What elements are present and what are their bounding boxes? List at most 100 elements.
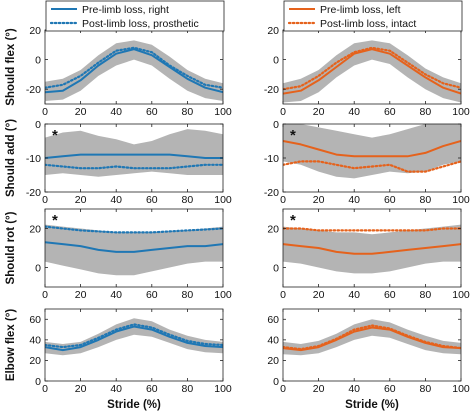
x-tick-label: 0 <box>42 289 48 301</box>
y-tick-label: -20 <box>26 187 41 199</box>
x-tick-label: 20 <box>75 194 87 206</box>
plot-area <box>45 40 223 101</box>
y-tick-label: 60 <box>29 314 41 326</box>
x-tick-label: 20 <box>75 289 87 301</box>
y-tick-label: -20 <box>264 187 279 199</box>
x-tick-label: 60 <box>384 289 396 301</box>
x-tick-label: 60 <box>146 194 158 206</box>
x-tick-label: 60 <box>146 383 158 395</box>
series-line-dotted <box>45 46 223 89</box>
series-line-solid <box>283 243 461 255</box>
y-tick-label: 20 <box>267 25 279 37</box>
series-line-solid <box>283 48 461 95</box>
variability-band <box>283 319 461 356</box>
x-tick-label: 20 <box>75 383 87 395</box>
y-tick-label: 0 <box>35 119 41 131</box>
y-tick-label: 20 <box>267 223 279 235</box>
x-tick-label: 80 <box>182 106 194 118</box>
panel-left-2: 0 20 40 60 80 100 -20 -10 0 * Should add (°) <box>5 119 232 206</box>
x-tick-label: 100 <box>214 194 232 206</box>
axes-box <box>44 308 224 382</box>
x-tick-label: 80 <box>182 194 194 206</box>
significance-asterisk: * <box>52 127 58 144</box>
x-tick-label: 100 <box>214 289 232 301</box>
x-tick-label: 100 <box>214 106 232 118</box>
variability-band <box>283 224 461 274</box>
series-line-solid <box>45 153 223 159</box>
x-tick-label: 0 <box>42 383 48 395</box>
series-line-solid <box>45 48 223 94</box>
axes-box <box>282 208 462 288</box>
y-tick-label: 20 <box>29 223 41 235</box>
x-tick-label: 80 <box>420 383 432 395</box>
x-tick-label: 80 <box>182 289 194 301</box>
panel-right-3: 0 20 40 60 80 100 0 20 * <box>267 208 470 301</box>
significance-asterisk: * <box>290 127 296 144</box>
panel-right-2: 0 20 40 60 80 100 -20 -10 0 * <box>264 119 470 206</box>
legend-right: Pre-limb loss, left Post-limb loss, intac… <box>283 0 463 32</box>
x-tick-label: 20 <box>75 106 87 118</box>
y-axis-label: Elbow flex (°) <box>5 309 17 381</box>
variability-band <box>45 318 223 356</box>
x-tick-label: 60 <box>384 106 396 118</box>
x-axis-label: Stride (%) <box>345 399 399 411</box>
y-tick-label: -20 <box>264 84 279 96</box>
x-axis-label: Stride (%) <box>107 399 161 411</box>
x-tick-label: 100 <box>214 383 232 395</box>
series-line-solid <box>283 140 461 158</box>
plot-area <box>283 40 461 103</box>
variability-band <box>283 40 461 103</box>
y-tick-label: -20 <box>26 84 41 96</box>
x-tick-label: 80 <box>182 383 194 395</box>
variability-band <box>45 40 223 101</box>
x-tick-label: 60 <box>384 194 396 206</box>
variability-band <box>45 129 223 177</box>
series-line-dotted <box>283 227 461 232</box>
x-tick-label: 0 <box>280 106 286 118</box>
x-tick-label: 0 <box>42 194 48 206</box>
legend-label: Post-limb loss, prosthetic <box>82 18 199 30</box>
y-axis-label: Should rot (°) <box>5 211 17 284</box>
series-line-dotted <box>283 46 461 91</box>
significance-asterisk: * <box>52 212 58 229</box>
legend-box <box>283 0 463 32</box>
x-tick-label: 60 <box>384 383 396 395</box>
panel-right-4: 0 20 40 60 80 100 0 20 40 60 Stride (%) <box>267 308 470 411</box>
y-tick-label: 60 <box>267 314 279 326</box>
x-tick-label: 100 <box>452 106 470 118</box>
x-tick-label: 80 <box>420 194 432 206</box>
y-tick-label: 0 <box>35 262 41 274</box>
y-tick-label: 20 <box>267 355 279 367</box>
panel-left-4: 0 20 40 60 80 100 0 20 40 60 Elbow flex (°) Stride … <box>5 308 232 411</box>
y-tick-label: 0 <box>35 54 41 66</box>
x-tick-label: 80 <box>420 106 432 118</box>
x-tick-label: 40 <box>110 289 122 301</box>
y-tick-label: 20 <box>29 355 41 367</box>
plot-area <box>45 318 223 356</box>
x-tick-label: 40 <box>110 194 122 206</box>
y-axis-label: Should flex (°) <box>5 28 17 106</box>
y-tick-label: 0 <box>273 54 279 66</box>
x-tick-label: 100 <box>452 194 470 206</box>
plot-area <box>45 224 223 276</box>
x-tick-label: 0 <box>280 194 286 206</box>
y-tick-label: -10 <box>26 153 41 165</box>
y-tick-label: 0 <box>35 376 41 388</box>
x-tick-label: 60 <box>146 106 158 118</box>
series-line-dotted <box>283 160 461 173</box>
x-tick-label: 60 <box>146 289 158 301</box>
y-axis-label: Should add (°) <box>5 119 17 197</box>
axes-box <box>44 208 224 288</box>
axes-box <box>282 308 462 382</box>
x-tick-label: 0 <box>280 289 286 301</box>
series-line-dotted <box>45 323 223 349</box>
x-tick-label: 100 <box>452 289 470 301</box>
legend-label: Pre-limb loss, left <box>320 4 401 16</box>
x-tick-label: 40 <box>348 383 360 395</box>
x-tick-label: 20 <box>313 383 325 395</box>
variability-band <box>283 124 461 179</box>
x-tick-label: 80 <box>420 289 432 301</box>
